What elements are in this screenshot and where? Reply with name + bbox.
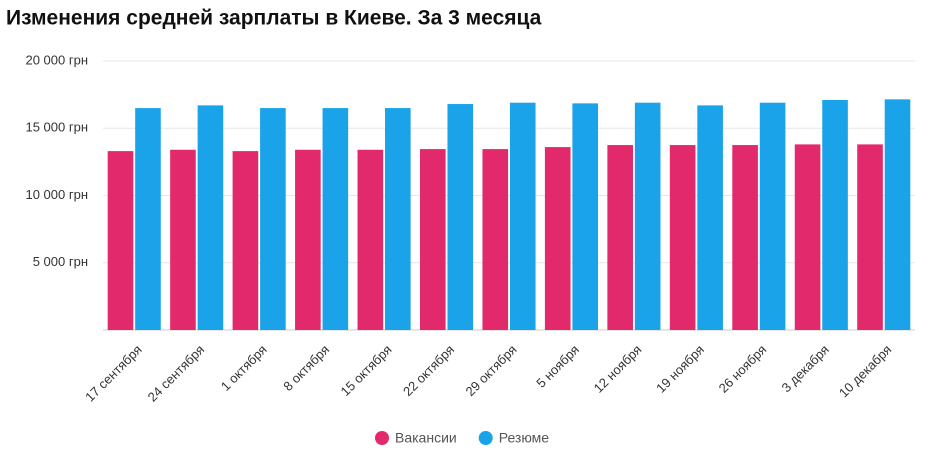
y-tick-label: 20 000 грн — [25, 52, 88, 67]
bar — [572, 103, 599, 331]
legend-marker — [375, 431, 389, 445]
bar — [322, 108, 349, 330]
x-tick-label: 12 ноября — [591, 342, 645, 396]
legend-label: Вакансии — [395, 430, 457, 446]
x-tick-label: 22 октября — [400, 342, 457, 399]
bar — [794, 144, 821, 330]
bar — [357, 149, 384, 330]
x-tick-label: 17 сентября — [82, 342, 145, 405]
bar — [482, 149, 509, 330]
bar — [607, 145, 633, 330]
bar — [634, 102, 661, 330]
x-tick-label: 26 ноября — [716, 342, 770, 396]
bar — [197, 105, 224, 330]
x-tick-label: 24 сентября — [145, 342, 208, 405]
bar — [759, 102, 786, 330]
x-tick-label: 29 октября — [462, 342, 519, 399]
bar — [447, 104, 474, 330]
bar — [509, 102, 536, 330]
bar — [697, 105, 723, 330]
bar — [107, 151, 134, 330]
bar — [884, 99, 911, 331]
y-tick-label: 5 000 грн — [33, 254, 88, 269]
bar — [232, 151, 259, 330]
chart-title: Изменения средней зарплаты в Киеве. За 3… — [6, 7, 542, 30]
x-tick-label: 15 октября — [338, 342, 395, 399]
y-tick-label: 10 000 грн — [25, 187, 88, 202]
x-tick-label: 1 октября — [218, 342, 270, 394]
x-tick-label: 19 ноября — [653, 342, 707, 396]
bar — [544, 147, 571, 330]
bar — [732, 145, 758, 330]
bar — [419, 149, 446, 330]
bar — [260, 108, 286, 330]
bar — [669, 145, 696, 330]
x-tick-label: 3 декабря — [779, 342, 832, 395]
legend-label: Резюме — [499, 430, 550, 446]
legend-marker — [478, 431, 493, 445]
x-tick-label: 8 октября — [280, 342, 332, 394]
x-tick-label: 5 ноября — [533, 342, 582, 391]
bar — [170, 149, 196, 330]
x-tick-label: 10 декабря — [836, 342, 894, 400]
y-tick-label: 15 000 грн — [25, 120, 88, 135]
bar — [857, 144, 883, 330]
bar — [822, 100, 848, 330]
bar — [135, 108, 161, 330]
bar — [385, 108, 411, 330]
bar — [295, 149, 321, 330]
